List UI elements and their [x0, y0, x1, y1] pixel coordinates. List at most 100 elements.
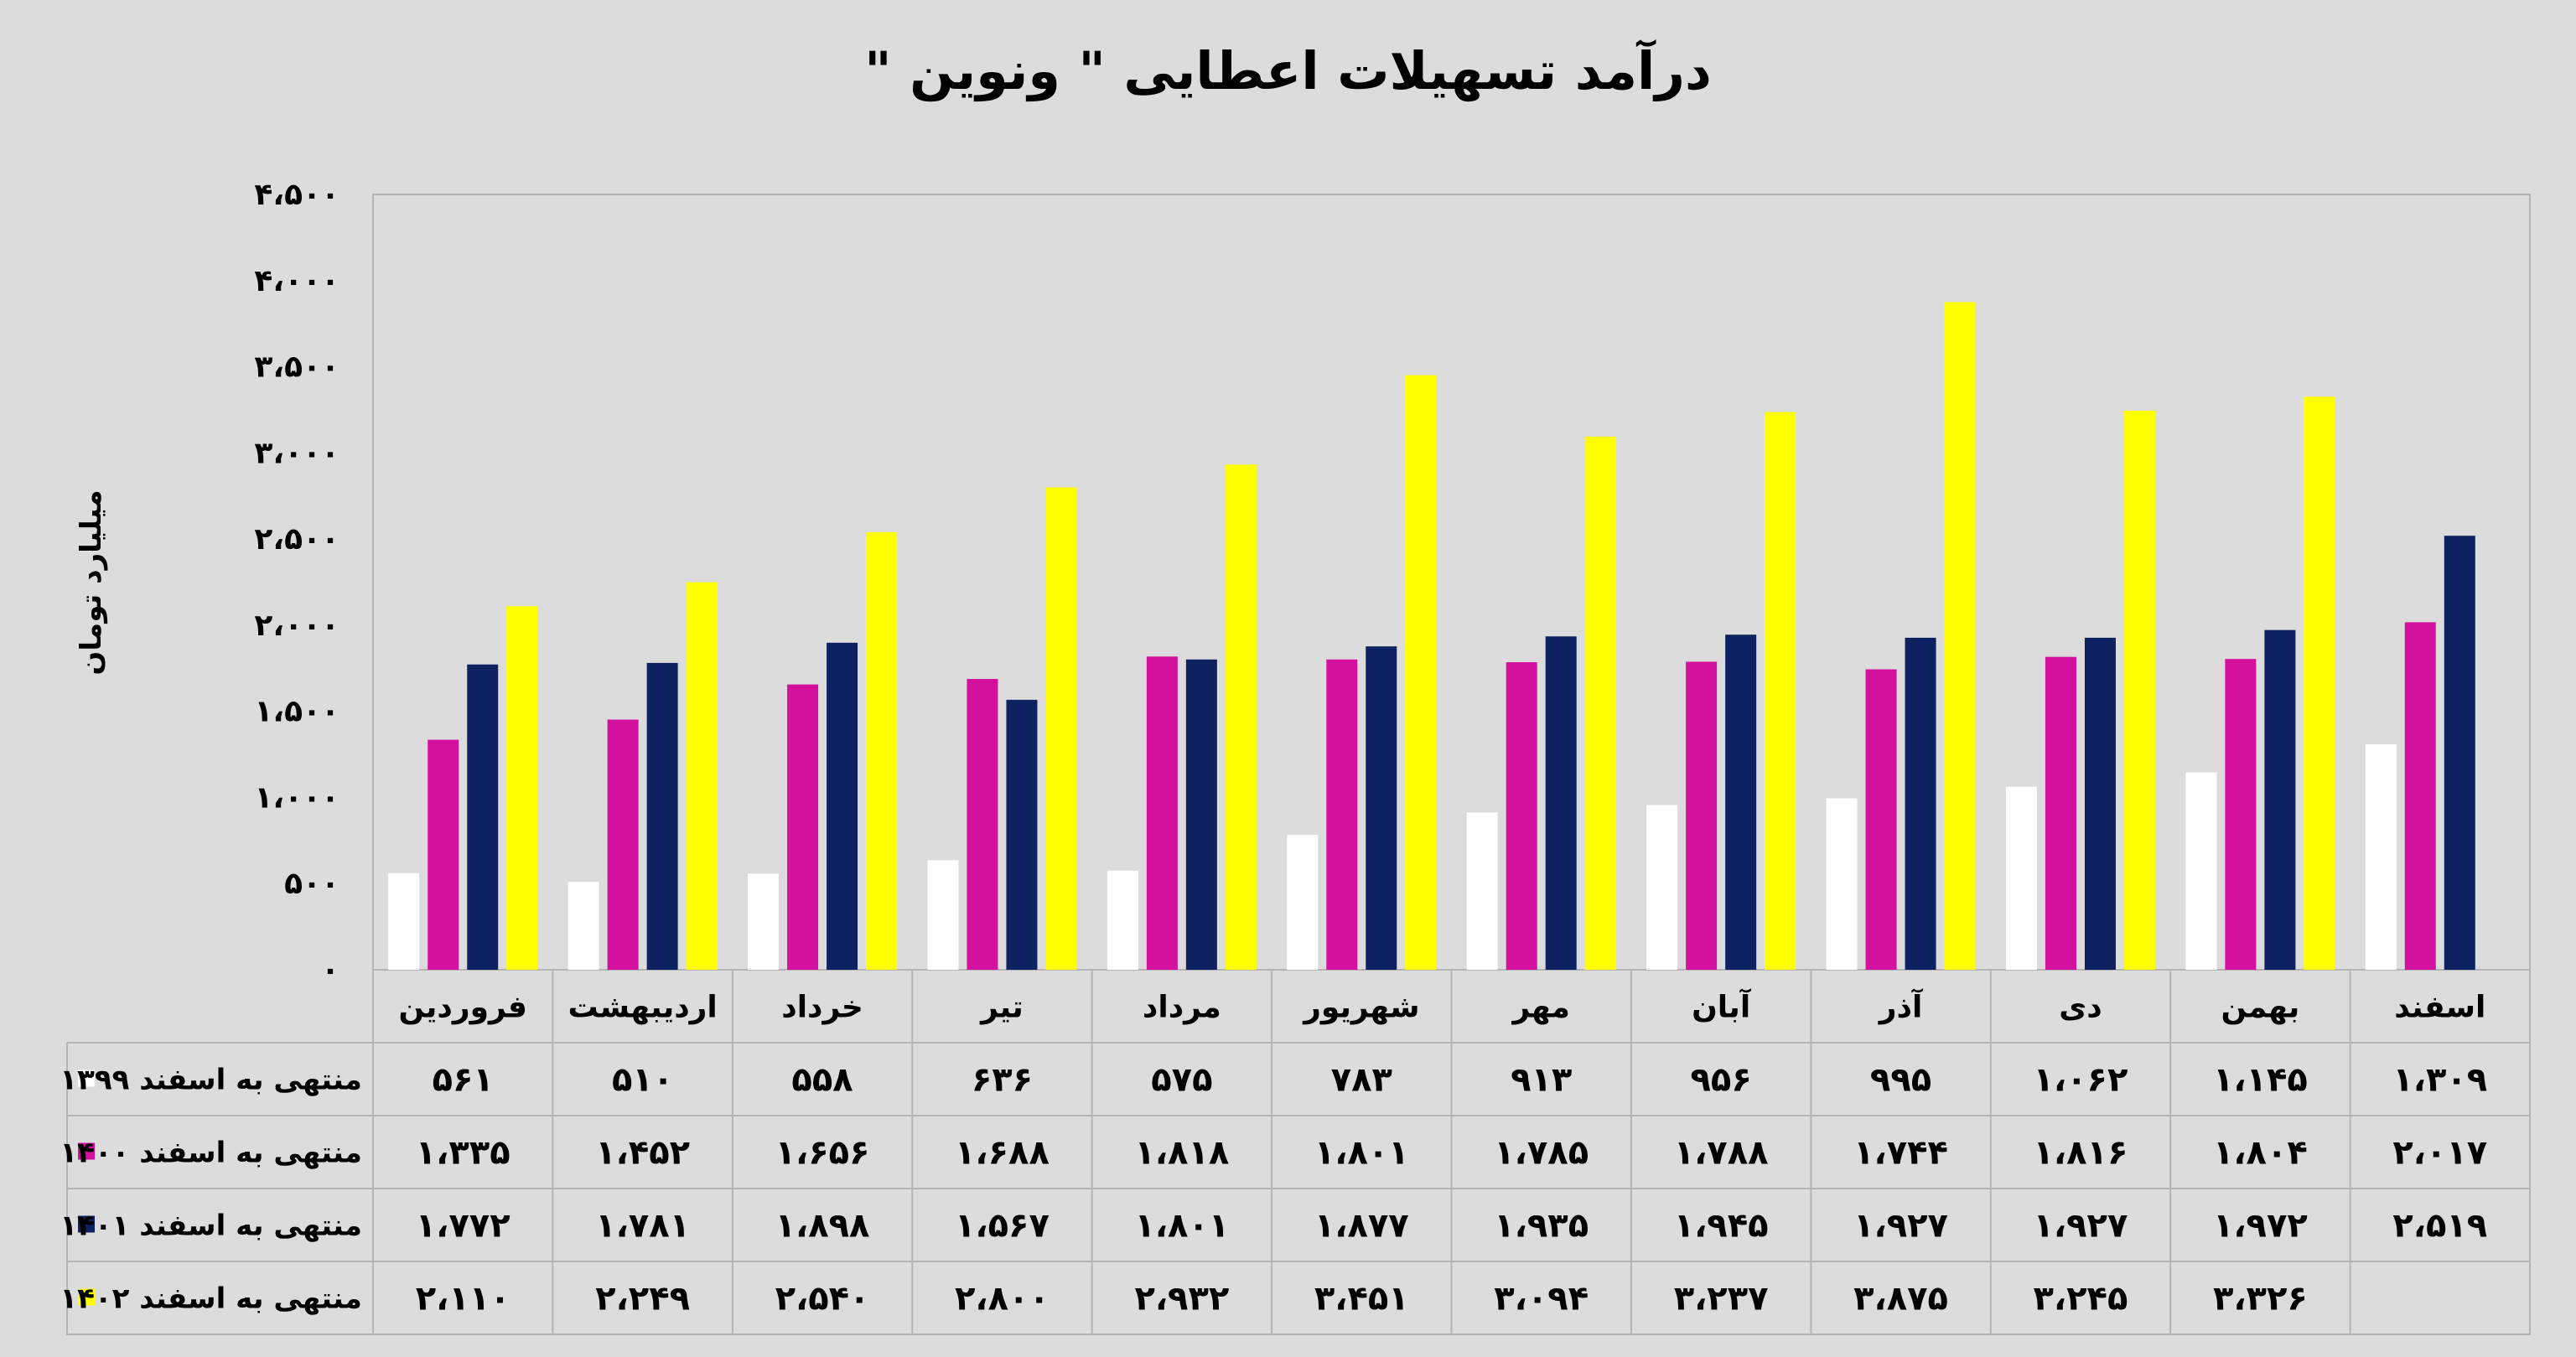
table-cell-value: ۱،۳۳۵ — [416, 1134, 511, 1173]
bar — [1326, 659, 1358, 970]
bar — [827, 642, 858, 970]
x-tick-label: آذر — [1878, 988, 1924, 1025]
legend-swatch — [78, 1070, 95, 1087]
bar — [2444, 536, 2475, 970]
bar — [1506, 662, 1537, 970]
bar — [1405, 375, 1437, 970]
bars — [388, 302, 2475, 970]
bar — [866, 531, 898, 970]
x-tick-label: مهر — [1511, 991, 1569, 1025]
bar — [646, 662, 678, 970]
bar — [1686, 661, 1718, 970]
x-tick-label: مرداد — [1143, 991, 1221, 1025]
bar — [2264, 629, 2296, 970]
y-tick-label: ۵۰۰ — [284, 867, 339, 901]
bar — [1225, 464, 1257, 970]
y-tick-label: ۳،۰۰۰ — [254, 436, 339, 470]
table-cell-value: ۱،۹۲۷ — [1853, 1207, 1948, 1246]
x-tick-label: بهمن — [2221, 991, 2299, 1025]
bar — [1646, 805, 1678, 970]
y-tick-label: ۲،۵۰۰ — [254, 522, 339, 557]
table-cell-value: ۱،۳۰۹ — [2392, 1061, 2487, 1100]
x-tick-label: خرداد — [781, 991, 863, 1025]
x-tick-label: اسفند — [2394, 991, 2485, 1025]
x-tick-label: تیر — [979, 991, 1024, 1025]
table-cell-value: ۱،۹۲۷ — [2034, 1207, 2128, 1246]
y-tick-label: ۴،۵۰۰ — [254, 178, 339, 212]
bar — [2123, 410, 2155, 970]
y-tick-label: ۳،۵۰۰ — [254, 350, 339, 385]
table-cell-value: ۹۵۶ — [1691, 1061, 1752, 1100]
x-tick-label: شهریور — [1302, 991, 1419, 1025]
table-cell-value: ۱،۰۶۲ — [2034, 1061, 2128, 1100]
bar — [428, 739, 459, 970]
y-axis-title-group: میلیارد تومان — [75, 489, 108, 675]
x-tick-label: آبان — [1692, 988, 1752, 1025]
bar — [2185, 772, 2217, 970]
y-tick-label: ۴،۰۰۰ — [254, 264, 339, 298]
legend-label: منتهی به اسفند ۱۴۰۱ — [60, 1209, 362, 1243]
legend-label: منتهی به اسفند ۱۴۰۲ — [60, 1282, 362, 1316]
table-cell-value: ۱،۷۷۲ — [416, 1207, 511, 1246]
bar — [1045, 487, 1077, 970]
bar — [1584, 437, 1616, 970]
table-cell-value: ۳،۴۵۱ — [1314, 1280, 1409, 1318]
table-cell-value: ۲،۸۰۰ — [955, 1280, 1050, 1318]
bar — [967, 679, 998, 970]
table-cell-value: ۹۱۳ — [1511, 1061, 1572, 1100]
bar — [1287, 835, 1319, 970]
table-cell-value: ۱،۶۵۶ — [775, 1134, 870, 1173]
y-tick-label: ۲،۰۰۰ — [254, 609, 339, 643]
table-cell-value: ۱،۴۵۲ — [595, 1134, 690, 1173]
legend-label: منتهی به اسفند ۱۴۰۰ — [60, 1137, 362, 1170]
legend-swatch — [78, 1288, 95, 1306]
table-cell-value: ۱،۸۰۴ — [2213, 1134, 2308, 1173]
bar — [2365, 743, 2397, 970]
table-cell-value: ۱،۸۰۱ — [1314, 1134, 1409, 1173]
table-cell-value: ۱،۸۰۱ — [1134, 1207, 1229, 1246]
table-cell-value: ۳،۲۳۷ — [1674, 1280, 1769, 1318]
table-cell-value: ۱،۹۴۵ — [1674, 1207, 1769, 1246]
table-cell-value: ۱،۷۸۸ — [1674, 1134, 1769, 1173]
legend-label: منتهی به اسفند ۱۳۹۹ — [60, 1064, 362, 1097]
table-cell-value: ۲،۹۳۲ — [1134, 1280, 1229, 1318]
table-cell-value: ۱،۸۷۷ — [1314, 1207, 1409, 1246]
chart-title: درآمد تسهیلات اعطایی " ونوین " — [864, 40, 1712, 101]
bar — [686, 582, 718, 970]
bar — [1725, 634, 1757, 970]
bar — [1865, 669, 1897, 970]
bar — [1826, 798, 1858, 970]
table-cell-value: ۲،۰۱۷ — [2392, 1134, 2487, 1173]
bar — [506, 606, 538, 970]
legend-swatch — [78, 1215, 95, 1233]
y-axis-ticks: ۰ ۵۰۰ ۱،۰۰۰ ۱،۵۰۰ ۲،۰۰۰ ۲،۵۰۰ ۳،۰۰۰ ۳،۵۰۰ ۴،۰۰۰ ۴… — [254, 178, 339, 987]
bar — [1466, 812, 1498, 970]
table-cell-value: ۱،۷۸۵ — [1494, 1134, 1589, 1173]
bar — [2045, 656, 2076, 970]
bar — [1146, 656, 1178, 970]
x-tick-label: اردیبهشت — [568, 991, 717, 1025]
bar — [787, 684, 819, 970]
bar — [1765, 412, 1796, 970]
table-cell-value: ۳،۰۹۴ — [1494, 1280, 1589, 1318]
table-cell-value: ۵۱۰ — [612, 1061, 673, 1100]
bar — [1366, 646, 1397, 970]
bar — [568, 882, 599, 970]
table-cell-value: ۱،۹۳۵ — [1494, 1207, 1589, 1246]
y-tick-label: ۱،۵۰۰ — [254, 695, 339, 729]
bar — [388, 873, 420, 970]
bar — [2084, 637, 2116, 970]
table-cell-value: ۱،۵۶۷ — [955, 1207, 1050, 1246]
bar — [2404, 622, 2436, 970]
table-cell-value: ۵۷۵ — [1151, 1061, 1212, 1100]
bar — [1185, 659, 1217, 970]
table-cell-value: ۱،۸۱۸ — [1134, 1134, 1229, 1173]
bar — [2304, 396, 2335, 970]
table-cell-value: ۶۳۶ — [972, 1061, 1033, 1100]
x-tick-label: دی — [2059, 991, 2102, 1025]
data-table: فروردین اردیبهشت خرداد تیر مرداد شهریور مهر آبا… — [60, 970, 2531, 1335]
table-cell-value: ۲،۵۴۰ — [775, 1280, 870, 1318]
legend-swatch — [78, 1142, 95, 1160]
bar — [1545, 636, 1577, 970]
